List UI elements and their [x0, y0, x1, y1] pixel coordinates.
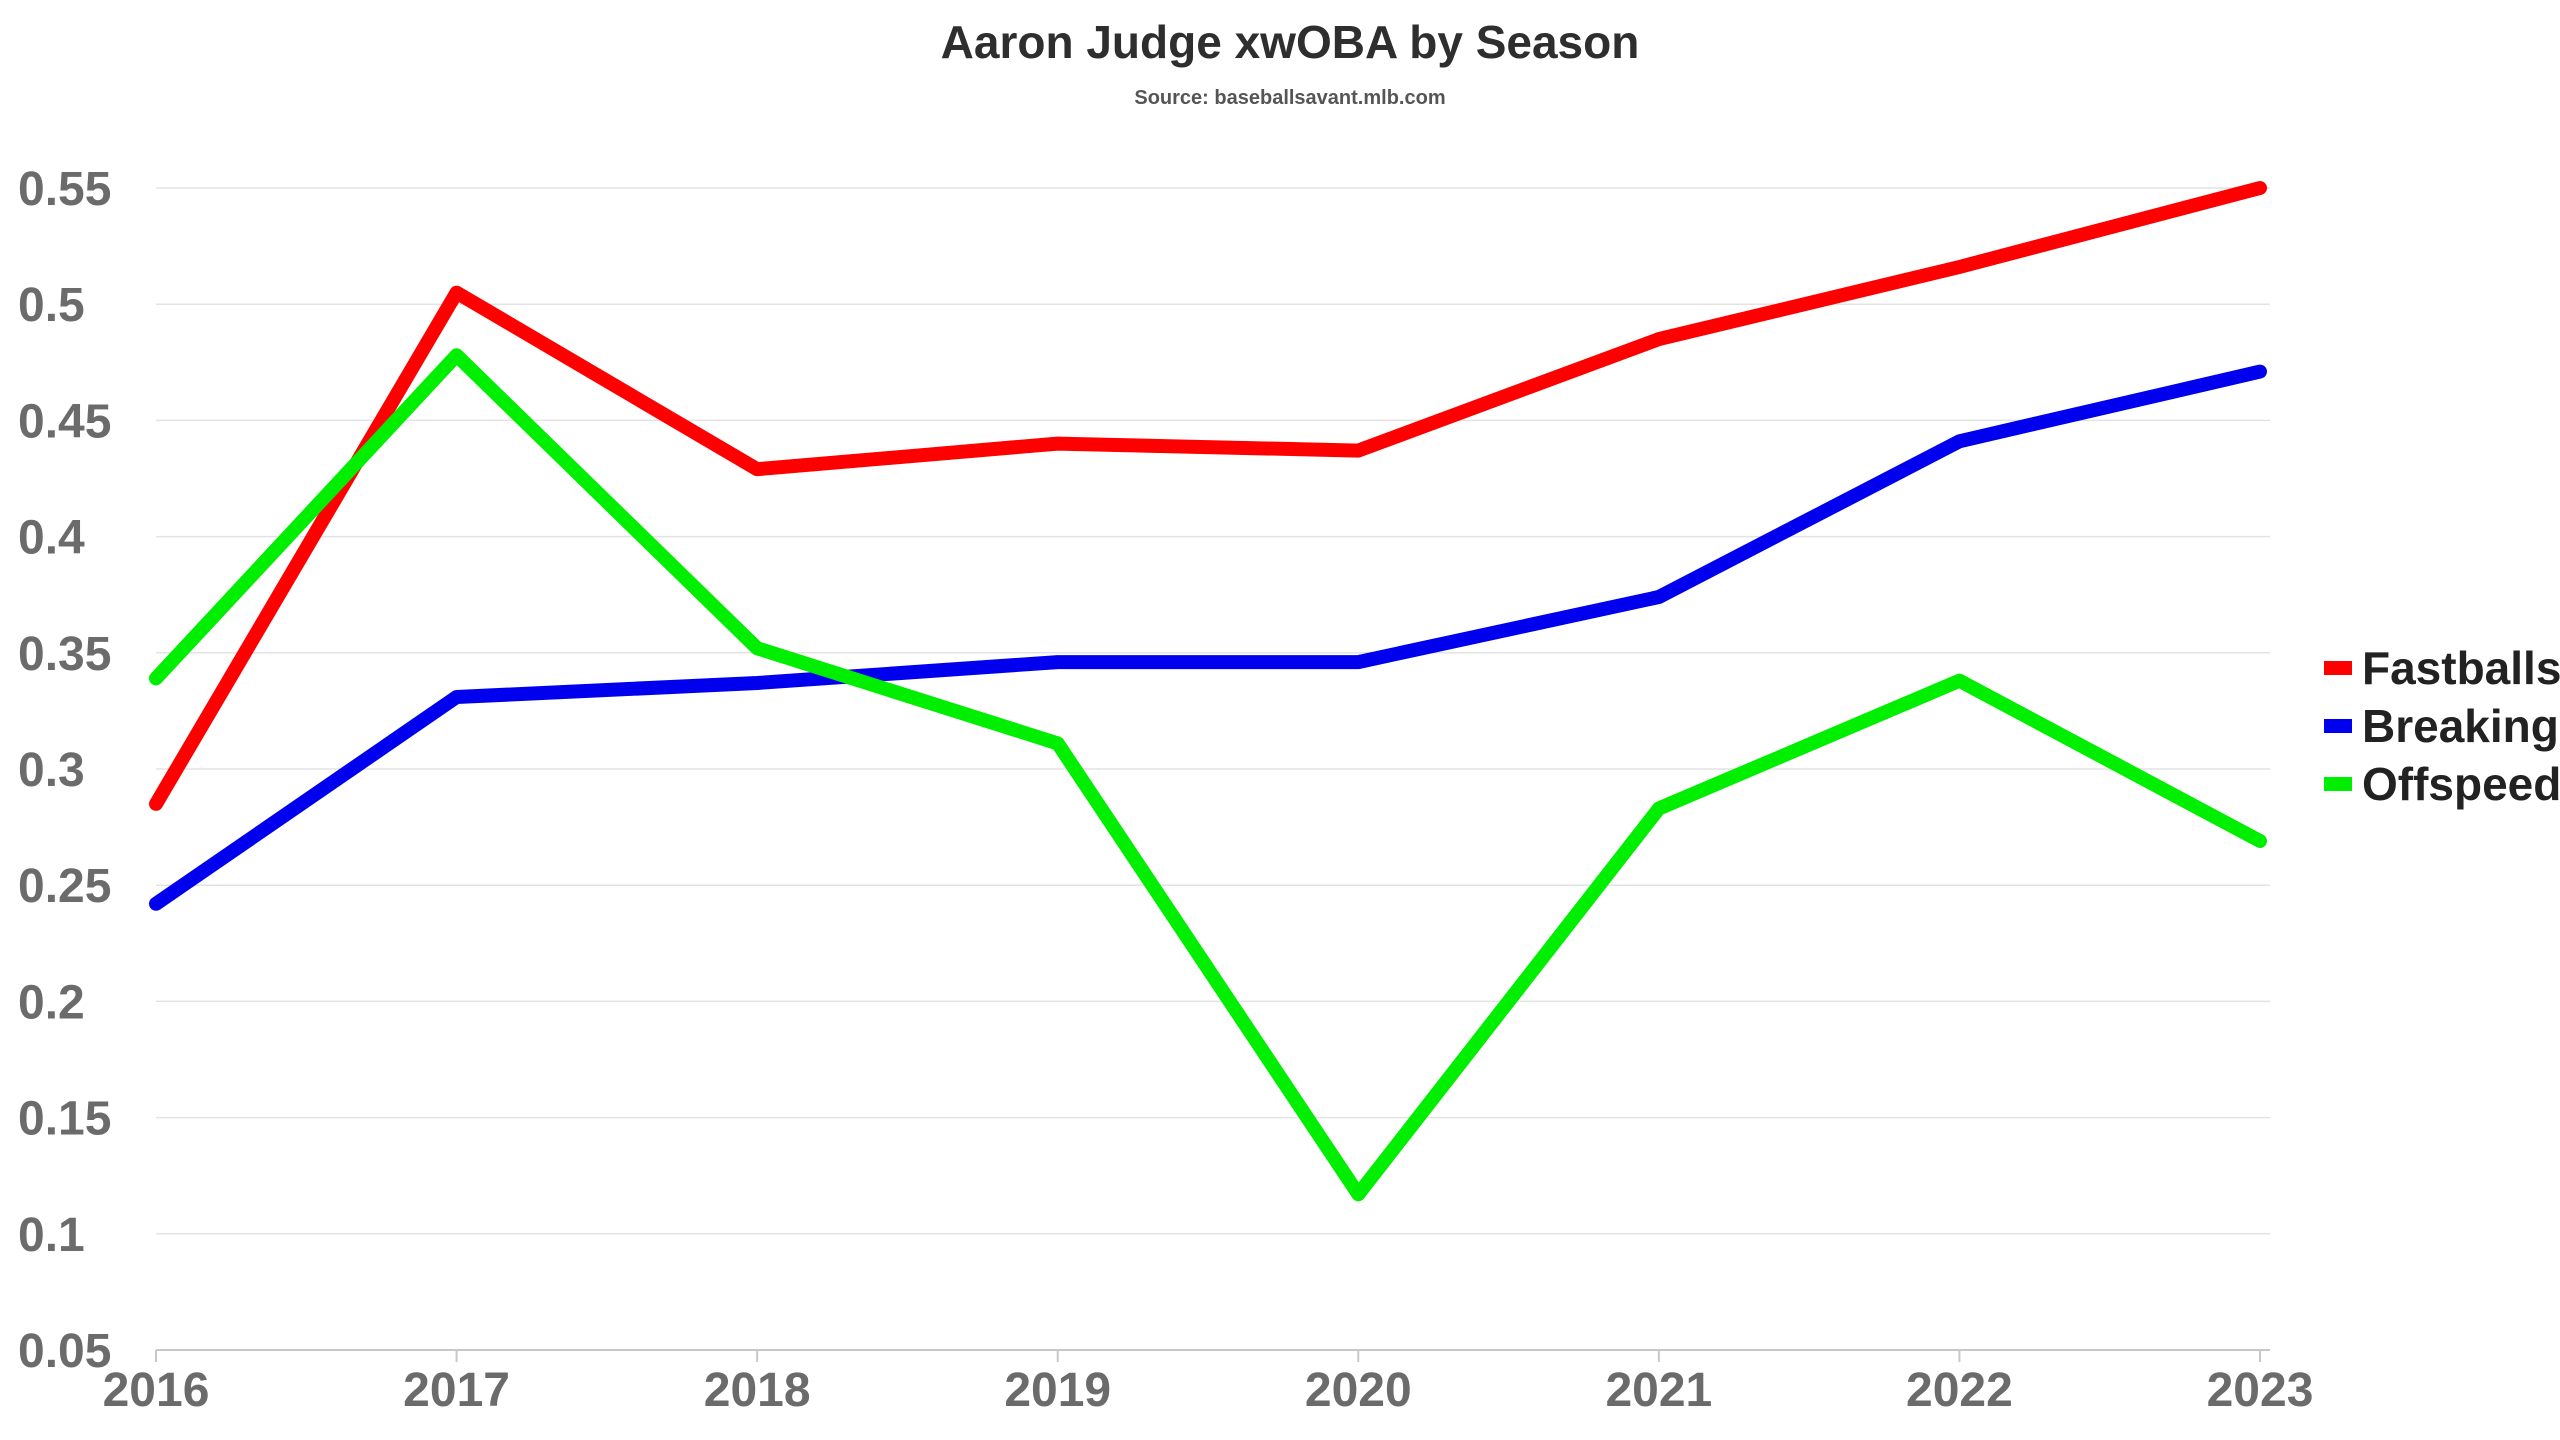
x-tick-label: 2023: [2207, 1364, 2314, 1417]
x-tick-label: 2017: [403, 1364, 510, 1417]
x-tick-label: 2020: [1305, 1364, 1412, 1417]
legend-label-breaking: Breaking: [2362, 700, 2559, 752]
y-tick-label: 0.4: [18, 512, 85, 565]
gridlines: [156, 187, 2270, 1351]
x-tick-label: 2016: [103, 1364, 210, 1417]
legend: Fastballs Breaking Offspeed: [2324, 642, 2560, 810]
y-tick-label: 0.45: [18, 395, 111, 448]
legend-label-fastballs: Fastballs: [2362, 642, 2560, 694]
y-tick-label: 0.2: [18, 976, 85, 1029]
legend-label-offspeed: Offspeed: [2362, 758, 2560, 810]
axes: 0.05 0.1 0.15 0.2 0.25 0.3 0.35 0.4 0.45 0.5 0.55 2…: [18, 163, 2313, 1417]
y-tick-label: 0.25: [18, 860, 111, 913]
y-tick-label: 0.55: [18, 163, 111, 216]
x-tick-label: 2018: [704, 1364, 811, 1417]
y-tick-label: 0.1: [18, 1209, 85, 1262]
x-tick-label: 2019: [1004, 1364, 1111, 1417]
y-tick-label: 0.3: [18, 744, 85, 797]
series-lines: [149, 181, 2267, 1202]
chart-title: Aaron Judge xwOBA by Season: [941, 16, 1640, 68]
y-tick-label: 0.15: [18, 1093, 111, 1146]
y-tick-label: 0.05: [18, 1325, 111, 1378]
y-tick-label: 0.5: [18, 279, 85, 332]
x-tick-label: 2021: [1605, 1364, 1712, 1417]
series-line-fastballs: [149, 181, 2267, 811]
series-line-offspeed: [149, 348, 2267, 1202]
chart-subtitle: Source: baseballsavant.mlb.com: [1134, 87, 1445, 109]
y-tick-label: 0.35: [18, 628, 111, 681]
x-tick-label: 2022: [1906, 1364, 2013, 1417]
series-line-breaking: [149, 364, 2267, 911]
